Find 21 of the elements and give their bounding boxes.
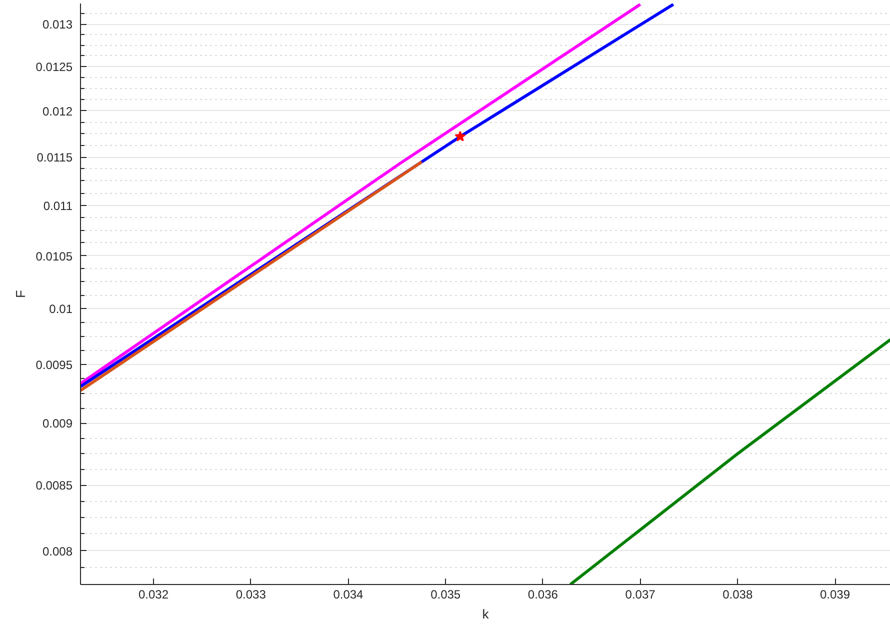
- x-tick-label: 0.037: [625, 588, 656, 602]
- y-tick-label: 0.0095: [36, 358, 73, 372]
- x-tick-label: 0.034: [333, 588, 364, 602]
- y-tick-label: 0.01: [49, 302, 73, 316]
- y-axis-title: F: [12, 290, 28, 298]
- x-tick-label: 0.036: [528, 588, 558, 602]
- y-tick-label: 0.012: [42, 104, 73, 118]
- y-tick-label: 0.0115: [36, 150, 73, 165]
- y-tick-label: 0.011: [43, 198, 73, 213]
- y-tick-label: 0.0085: [36, 478, 73, 493]
- x-tick-label: 0.033: [236, 588, 266, 602]
- y-tick-label: 0.008: [42, 544, 73, 558]
- y-tick-label: 0.0125: [36, 60, 73, 74]
- x-axis-title: k: [482, 606, 490, 622]
- x-tick-label: 0.035: [430, 588, 461, 602]
- x-tick-label: 0.032: [138, 588, 169, 602]
- y-tick-label: 0.009: [42, 416, 73, 431]
- y-tick-label: 0.013: [42, 18, 73, 32]
- y-tick-label: 0.0105: [36, 249, 73, 264]
- x-tick-label: 0.039: [820, 588, 850, 602]
- x-tick-label: 0.038: [722, 588, 753, 602]
